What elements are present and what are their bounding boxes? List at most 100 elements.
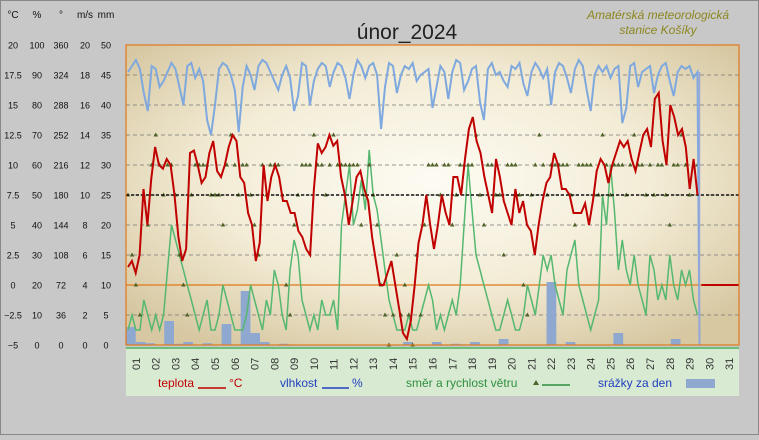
wind-direction-marker [153, 132, 158, 137]
wind-direction-marker [632, 132, 637, 137]
axis-tick: 15 [8, 101, 18, 111]
axis-tick: 324 [53, 71, 68, 81]
axis-unit-3: m/s [77, 10, 93, 21]
axis-tick: 12.5 [4, 131, 22, 141]
day-label: 14 [388, 358, 400, 370]
axis-tick: 12 [80, 161, 90, 171]
axis-unit-4: mm [98, 10, 115, 21]
axis-tick: 5 [103, 311, 108, 321]
legend-temp-unit: °C [229, 376, 243, 390]
axis-tick: 40 [101, 101, 111, 111]
wind-direction-marker [552, 162, 558, 167]
wind-direction-marker [133, 282, 139, 287]
axis-tick: 0 [10, 281, 15, 291]
day-label: 16 [428, 358, 440, 370]
wind-direction-marker [193, 162, 198, 167]
axis-tick: 108 [53, 251, 68, 261]
axis-tick: 35 [101, 131, 111, 141]
day-label: 27 [645, 358, 657, 370]
wind-direction-marker [240, 162, 245, 167]
rain-bar [126, 327, 136, 345]
axis-tick: 100 [29, 41, 44, 51]
wind-direction-marker [584, 162, 589, 167]
axis-tick: 16 [80, 101, 90, 111]
wind-direction-marker [430, 162, 435, 167]
axis-tick: 6 [82, 251, 87, 261]
axis-unit-2: ° [59, 10, 63, 21]
axis-tick: 216 [53, 161, 68, 171]
wind-direction-marker [137, 312, 143, 317]
day-labels: 01 02 03 04 05 06 07 08 09 10 11 12 13 14 15 16 17 18 19 20… [131, 358, 736, 370]
day-label: 23 [566, 358, 578, 370]
axis-tick: 25 [101, 191, 111, 201]
axis-tick: 10 [80, 191, 90, 201]
axis-tick: 15 [101, 251, 111, 261]
axis-tick: 14 [80, 131, 90, 141]
rain-bar [431, 342, 442, 345]
wind-direction-marker [367, 162, 372, 167]
legend-humidity-label: vlhkost [280, 376, 318, 390]
wind-direction-marker [165, 162, 170, 167]
day-label: 11 [329, 359, 341, 370]
day-label: 02 [151, 358, 163, 370]
legend-humidity-unit: % [352, 376, 363, 390]
wind-direction-marker [129, 252, 135, 257]
rain-bar [498, 339, 509, 345]
wind-direction-marker [335, 162, 340, 167]
wind-direction-marker [446, 162, 451, 167]
wind-direction-marker [465, 162, 471, 167]
wind-direction-marker [489, 162, 494, 167]
axis-tick: 50 [101, 41, 111, 51]
wind-direction-marker [185, 312, 190, 317]
wind-direction-marker [521, 282, 526, 287]
axis-tick: 18 [80, 71, 90, 81]
axis-tick: 72 [56, 281, 66, 291]
day-label: 30 [704, 358, 716, 370]
axis-tick: 252 [53, 131, 68, 141]
rain-bar [135, 342, 146, 345]
axis-tick: 80 [32, 101, 42, 111]
wind-direction-marker [374, 222, 380, 227]
wind-direction-marker [628, 162, 633, 167]
wind-direction-marker [402, 282, 407, 287]
wind-direction-marker [572, 222, 578, 227]
legend-temp-label: teplota [158, 376, 194, 390]
chart-title: únor_2024 [357, 21, 458, 44]
wind-direction-marker [541, 162, 546, 167]
humidity-series [127, 57, 701, 346]
day-label: 10 [309, 358, 321, 370]
axis-tick: 90 [32, 71, 42, 81]
rain-bar [183, 342, 194, 345]
wind-direction-marker [600, 132, 605, 137]
wind-direction-marker [667, 222, 672, 227]
axis-tick: 40 [32, 221, 42, 231]
station-name-line2: stanice Košíky [619, 23, 697, 37]
axis-tick: −5 [8, 341, 18, 351]
wind-direction-marker [319, 162, 324, 167]
wind-direction-marker [509, 162, 514, 167]
axis-tick: 0 [58, 341, 63, 351]
axis-tick: 10 [101, 281, 111, 291]
wind-direction-marker [220, 222, 226, 227]
wind-direction-marker [434, 162, 439, 167]
wind-direction-marker [351, 162, 356, 167]
axis-tick: 2.5 [7, 251, 20, 261]
day-label: 17 [447, 358, 459, 370]
wind-direction-marker [537, 132, 542, 137]
axis-tick: 70 [32, 131, 42, 141]
rain-bar [403, 342, 413, 345]
wind-direction-marker [659, 162, 665, 167]
wind-direction-marker [291, 222, 297, 227]
day-label: 12 [348, 358, 360, 370]
wind-direction-marker [347, 162, 352, 167]
day-label: 25 [606, 358, 618, 370]
wind-direction-marker [442, 162, 447, 167]
legend-rain-swatch [686, 379, 715, 388]
axis-tick: 7.5 [7, 191, 20, 201]
axis-unit-0: °C [7, 10, 18, 21]
day-label: 15 [408, 358, 420, 370]
day-label: 18 [467, 358, 479, 370]
wind-direction-marker [513, 162, 518, 167]
wind-direction-marker [355, 162, 360, 167]
